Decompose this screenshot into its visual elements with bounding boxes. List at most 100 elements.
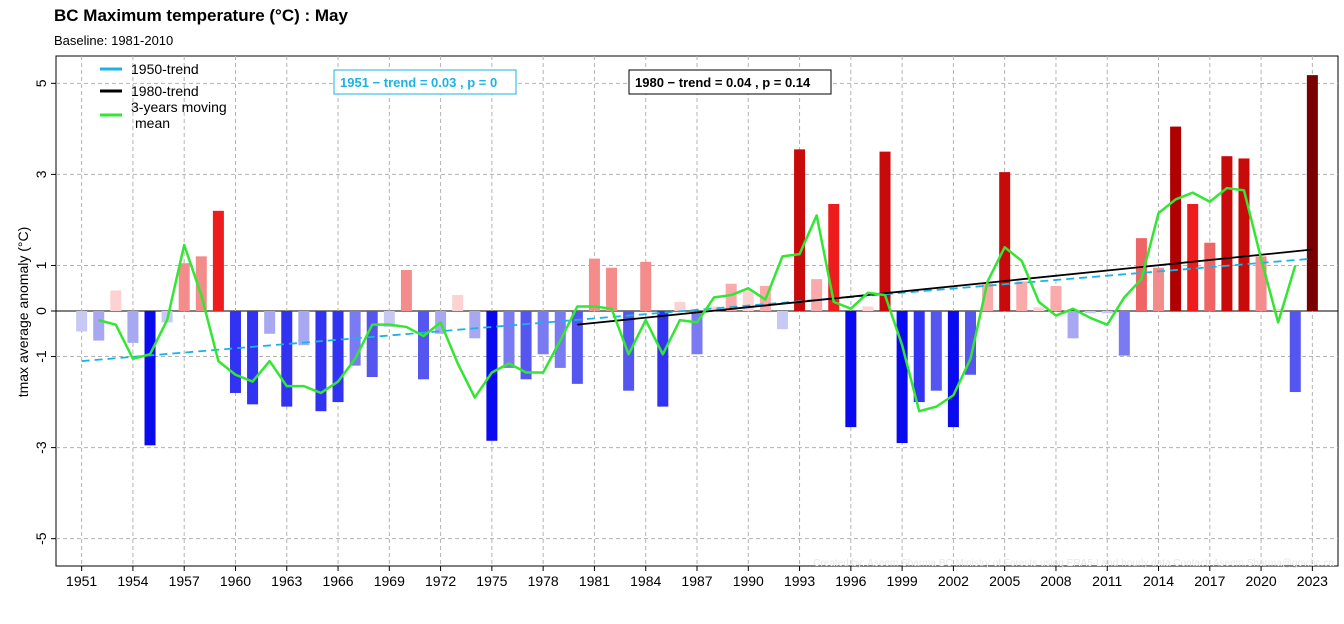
bar-1998 — [879, 151, 891, 311]
bar-2015 — [1170, 126, 1182, 312]
trend-line-1950-trend — [81, 257, 1313, 362]
bar-1990 — [742, 290, 754, 311]
bar-2019 — [1238, 158, 1250, 311]
bar-2017 — [1204, 242, 1216, 311]
bar-1995 — [828, 203, 840, 311]
bar-1968 — [366, 311, 378, 378]
chart-title: BC Maximum temperature (°C) : May — [54, 6, 348, 25]
bar-1973 — [452, 295, 464, 311]
bar-1980 — [571, 311, 583, 384]
bar-1997 — [862, 306, 874, 311]
bar-1999 — [896, 311, 908, 444]
bar-1966 — [332, 311, 344, 403]
bar-1993 — [794, 149, 806, 311]
x-tick-label: 1951 — [66, 573, 97, 589]
bar-2011 — [1101, 311, 1113, 314]
credit-text: Created by: Aseem Sharma BC Ministry of … — [813, 558, 1334, 569]
bar-1982 — [606, 267, 618, 311]
bars — [76, 75, 1318, 446]
bar-2010 — [1084, 311, 1096, 314]
bar-1974 — [469, 311, 481, 339]
x-tick-label: 1990 — [733, 573, 764, 589]
bar-1984 — [640, 261, 652, 311]
moving-mean-polyline — [98, 186, 1297, 413]
x-tick-label: 1969 — [374, 573, 405, 589]
y-tick-label: -5 — [33, 532, 49, 545]
x-tick-label: 1987 — [681, 573, 712, 589]
y-tick-label: 3 — [33, 170, 49, 178]
x-tick-label: 2008 — [1040, 573, 1071, 589]
bar-1988 — [708, 306, 720, 311]
bar-1994 — [811, 279, 823, 311]
legend-label: 3-years moving — [131, 99, 227, 115]
bar-1989 — [725, 283, 737, 311]
bar-1965 — [315, 311, 327, 412]
bar-1951 — [76, 311, 88, 332]
bar-2014 — [1153, 267, 1165, 311]
bar-1977 — [520, 311, 532, 380]
x-tick-label: 2023 — [1297, 573, 1328, 589]
x-tick-label: 1999 — [887, 573, 918, 589]
y-tick-label: -1 — [33, 350, 49, 363]
bar-2020 — [1255, 256, 1267, 311]
x-tick-label: 1996 — [835, 573, 866, 589]
bar-2023 — [1306, 75, 1318, 311]
x-tick-label: 1972 — [425, 573, 456, 589]
x-tick-label: 1966 — [322, 573, 353, 589]
bar-1957 — [178, 263, 190, 311]
x-tick-label: 1954 — [117, 573, 148, 589]
x-tick-label: 1993 — [784, 573, 815, 589]
x-tick-label: 1978 — [528, 573, 559, 589]
bar-1975 — [486, 311, 498, 441]
x-tick-label: 1960 — [220, 573, 251, 589]
bar-1985 — [657, 311, 669, 407]
annotation-box — [628, 69, 832, 95]
bar-1960 — [229, 311, 241, 393]
bar-2004 — [982, 283, 994, 311]
x-tick-label: 2005 — [989, 573, 1020, 589]
y-tick-label: -3 — [33, 441, 49, 454]
x-tick-label: 1975 — [476, 573, 507, 589]
bar-2002 — [947, 311, 959, 428]
annotations: 1951 − trend = 0.03 , p = 0 1980 − trend … — [333, 69, 832, 95]
bar-2000 — [913, 311, 925, 403]
bar-1953 — [110, 290, 122, 311]
x-tick-label: 2014 — [1143, 573, 1174, 589]
trend-line-1980-trend — [577, 248, 1313, 326]
x-tick-label: 2020 — [1246, 573, 1277, 589]
x-tick-label: 2002 — [938, 573, 969, 589]
trend-lines — [81, 248, 1313, 362]
legend-label: 1950-trend — [131, 61, 199, 77]
bar-2005 — [999, 172, 1011, 311]
bar-1986 — [674, 301, 686, 311]
axes: -5 -3 -1 0 1 3 5 1951 1954 1957 1960 1963 1966 1969 19… — [33, 79, 1328, 589]
bar-2003 — [964, 311, 976, 375]
bar-2007 — [1033, 307, 1045, 311]
bar-1961 — [247, 311, 259, 405]
bar-1954 — [127, 311, 139, 343]
y-tick-label: 5 — [33, 79, 49, 87]
x-tick-label: 1963 — [271, 573, 302, 589]
bar-2022 — [1289, 311, 1301, 393]
annotation-text: 1951 − trend = 0.03 , p = 0 — [340, 75, 497, 90]
bar-1970 — [400, 270, 412, 311]
y-tick-label: 0 — [33, 307, 49, 315]
bar-1992 — [776, 311, 788, 330]
bar-1955 — [144, 311, 156, 446]
bar-2021 — [1272, 308, 1284, 311]
bar-1971 — [418, 311, 430, 380]
bar-1996 — [845, 311, 857, 428]
bar-1969 — [383, 311, 395, 327]
chart-subtitle: Baseline: 1981-2010 — [54, 33, 174, 48]
bar-1952 — [93, 311, 105, 341]
bar-1987 — [691, 311, 703, 355]
bar-1958 — [195, 256, 207, 311]
x-tick-label: 1957 — [169, 573, 200, 589]
x-tick-label: 2011 — [1092, 573, 1122, 589]
annotation-box — [333, 69, 517, 95]
bar-2018 — [1221, 156, 1233, 311]
bar-2016 — [1187, 203, 1199, 311]
x-tick-label: 1981 — [579, 573, 610, 589]
legend-label-line2: mean — [135, 115, 170, 131]
